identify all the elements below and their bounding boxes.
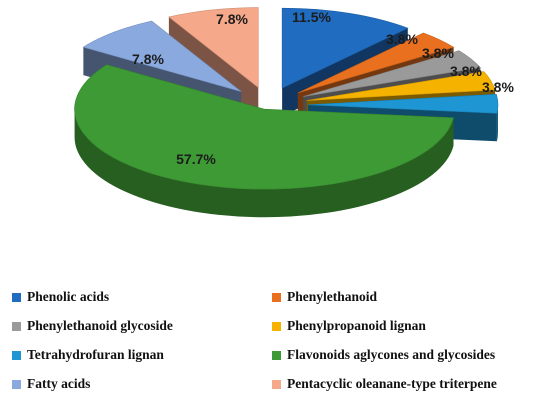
legend-label: Flavonoids aglycones and glycosides [287,347,496,362]
slice-top-face [74,64,454,190]
legend-swatch [272,292,281,302]
slice-outer-wall [496,104,498,142]
legend-item-fatty-acids: Fatty acids [12,374,90,394]
data-label: 3.8% [422,45,454,61]
slice-outer-wall [74,109,454,218]
legend-item-phenylethanoid-glycoside: Phenylethanoid glycoside [12,316,173,336]
legend-item-flavonoids: Flavonoids aglycones and glycosides [272,345,495,365]
legend-swatch [12,350,21,360]
legend-item-phenolic-acids: Phenolic acids [12,287,109,307]
legend-swatch [12,292,21,302]
slice-top-face [307,93,499,114]
legend-swatch [272,379,281,389]
legend-swatch [12,379,21,389]
legend-label: Phenylpropanoid lignan [287,318,426,333]
legend-label: Fatty acids [27,376,91,391]
slice-top-face [306,71,496,101]
legend-label: Pentacyclic oleanane-type triterpene [287,376,497,391]
legend-item-pentacyclic-triterpene: Pentacyclic oleanane-type triterpene [272,374,497,394]
legend-item-phenylethanoid: Phenylethanoid [272,287,377,307]
legend-label: Phenolic acids [27,289,110,304]
data-label: 7.8% [216,11,248,27]
data-label: 7.8% [132,51,164,67]
slice-top-face [82,20,242,92]
legend-label: Phenylethanoid glycoside [27,318,173,333]
slice-top-face [168,7,259,89]
legend-swatch [272,321,281,331]
legend-label: Phenylethanoid [287,289,378,304]
data-label: 57.7% [176,151,216,167]
legend-swatch [12,321,21,331]
slice-top-face [303,50,481,97]
data-label: 3.8% [450,63,482,79]
pie-chart: 11.5%3.8%3.8%3.8%3.8%57.7%7.8%7.8% [74,7,514,218]
legend-item-phenylpropanoid-lignan: Phenylpropanoid lignan [272,316,426,336]
slice-top-face [297,32,455,94]
slice-top-face [281,7,409,89]
chart-legend: Phenolic acids Phenylethanoid Phenyletha… [0,270,550,400]
data-label: 3.8% [386,31,418,47]
data-label: 3.8% [482,79,514,95]
legend-swatch [272,350,281,360]
pie-slice [74,64,454,218]
data-label: 11.5% [292,9,331,25]
legend-label: Tetrahydrofuran lignan [27,347,164,362]
legend-item-tetrahydrofuran-lignan: Tetrahydrofuran lignan [12,345,164,365]
